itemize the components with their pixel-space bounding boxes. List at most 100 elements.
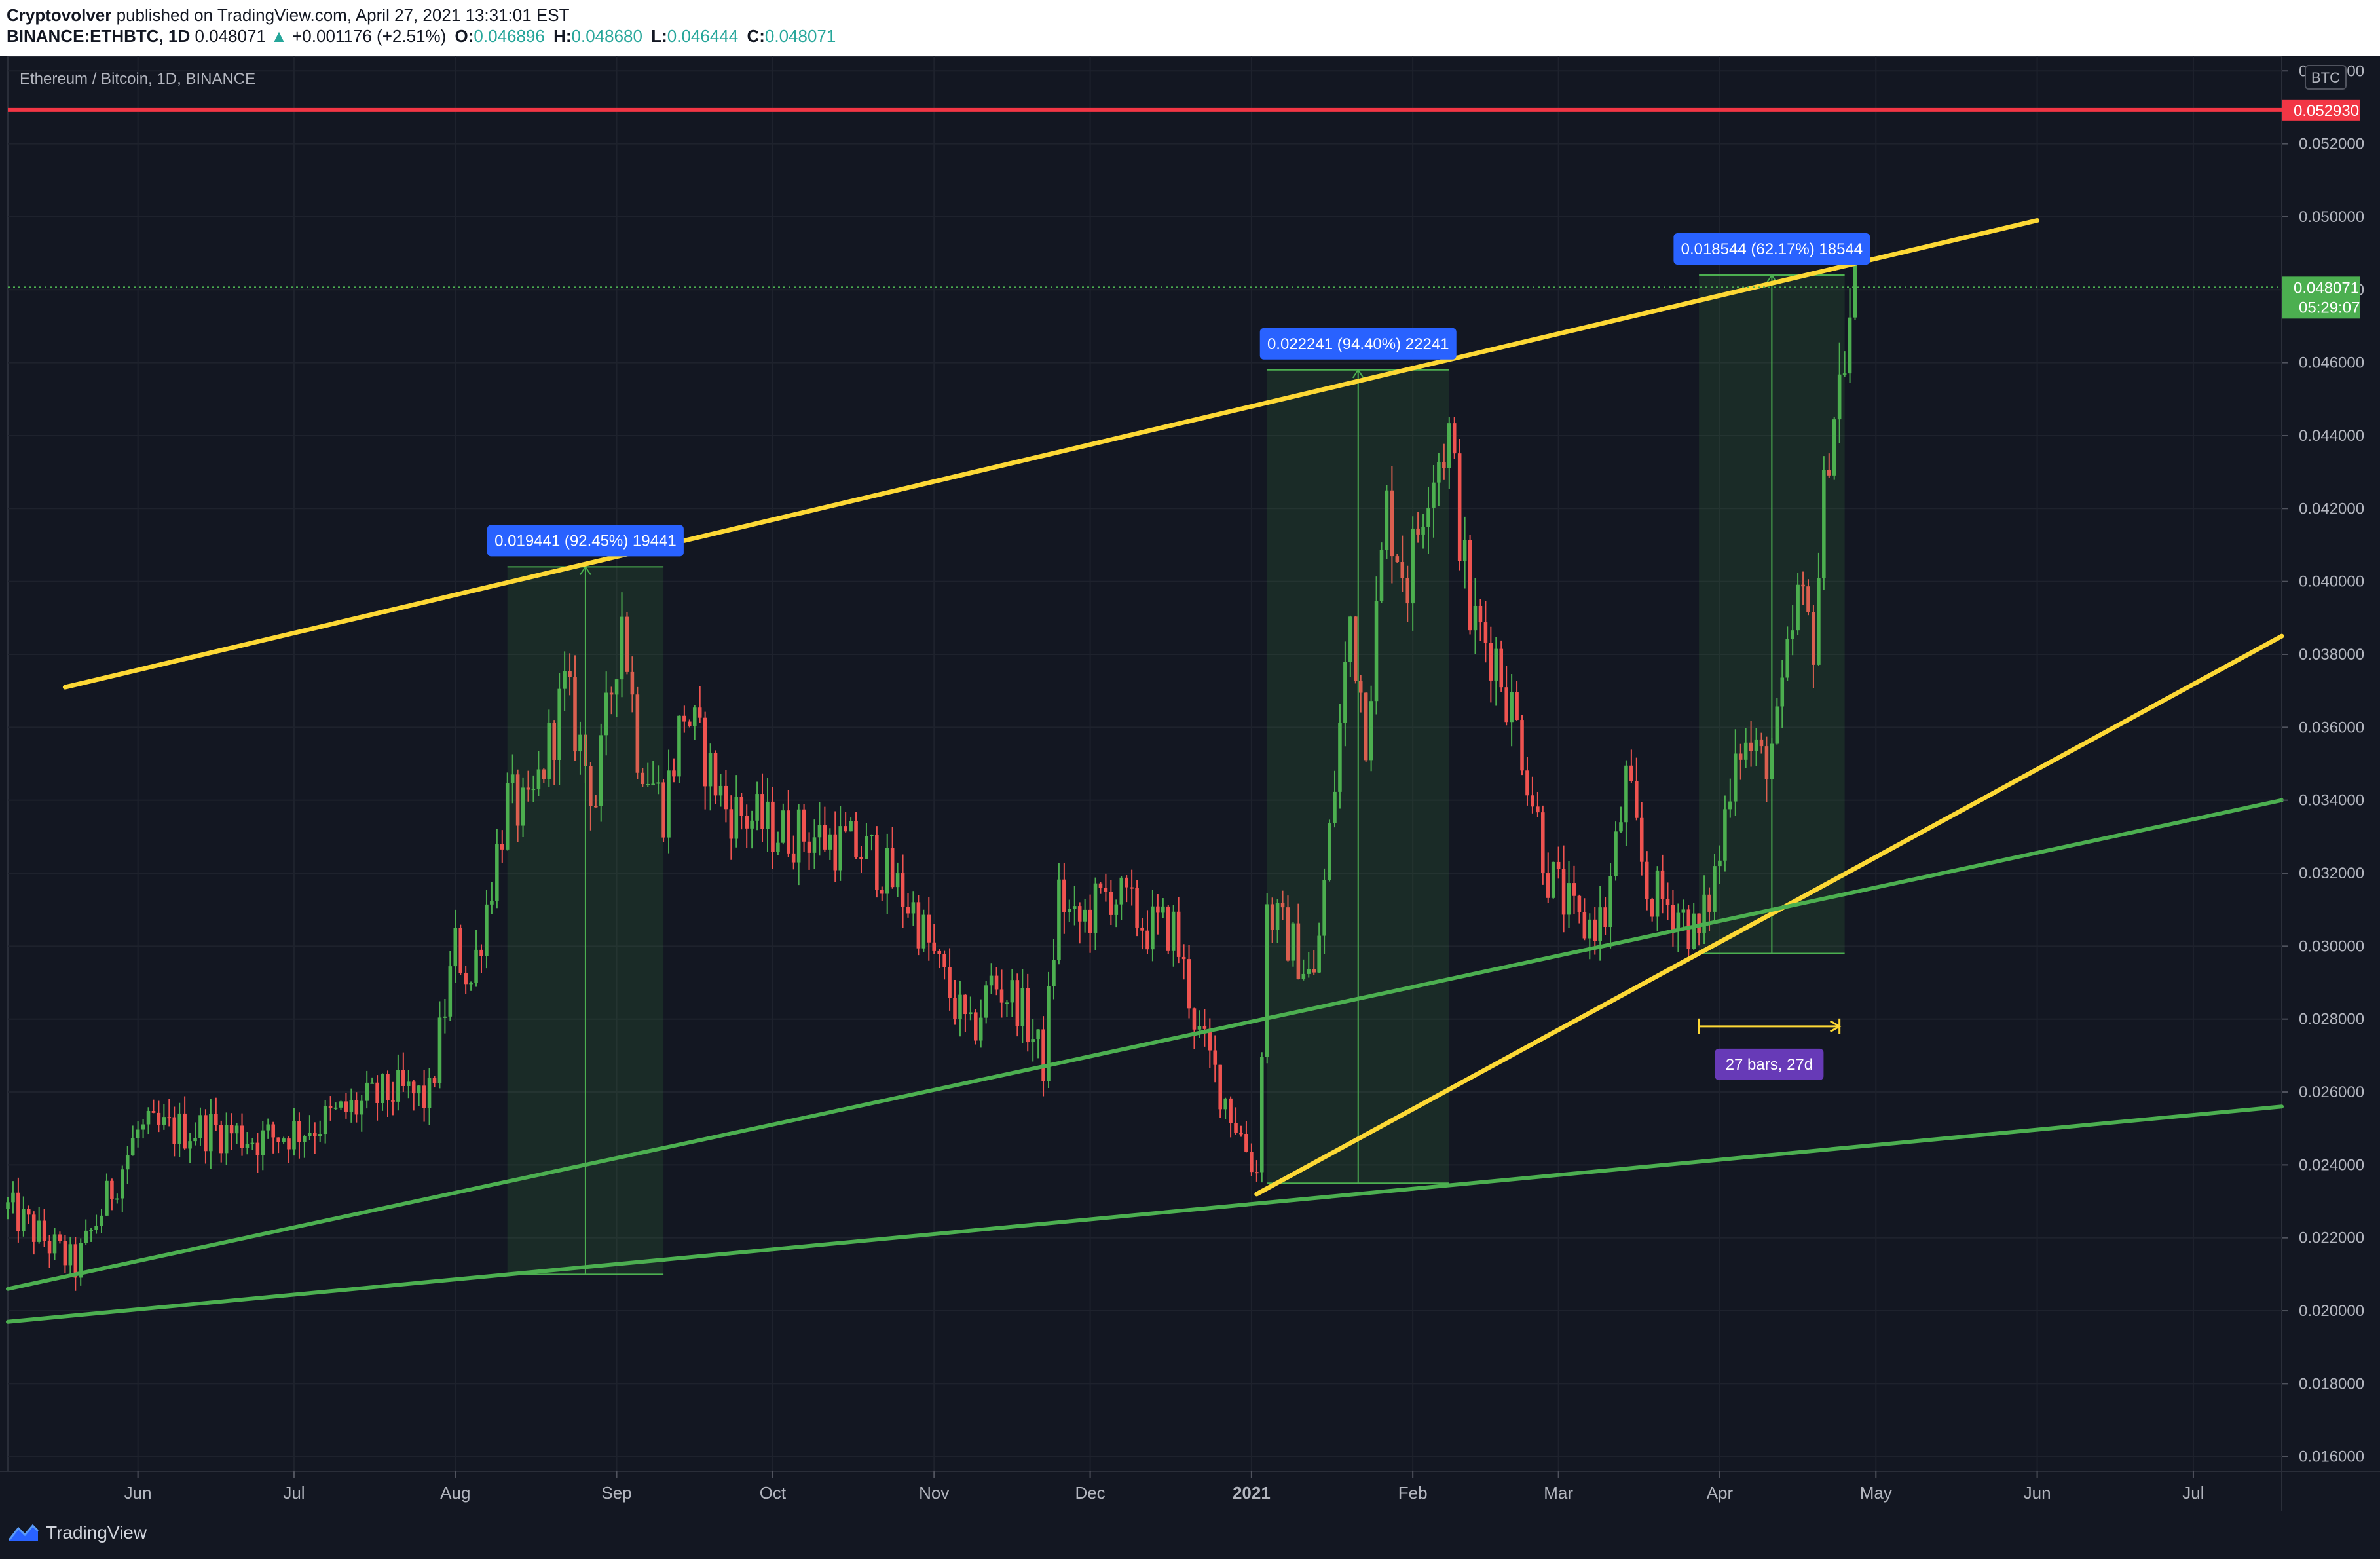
candle-body[interactable]: [625, 616, 629, 672]
candle-body[interactable]: [427, 1078, 432, 1108]
candle-body[interactable]: [1593, 919, 1597, 941]
candle-body[interactable]: [401, 1070, 405, 1086]
currency-badge[interactable]: [2305, 65, 2347, 90]
candle-body[interactable]: [297, 1121, 301, 1142]
candle-body[interactable]: [1328, 823, 1331, 880]
candle-body[interactable]: [1057, 879, 1061, 960]
candle-body[interactable]: [1338, 723, 1342, 792]
candle-body[interactable]: [781, 810, 785, 843]
candle-body[interactable]: [224, 1125, 229, 1154]
candle-body[interactable]: [42, 1220, 46, 1241]
candle-body[interactable]: [1665, 899, 1670, 905]
candle-body[interactable]: [1832, 419, 1836, 476]
candle-body[interactable]: [895, 873, 900, 888]
candle-body[interactable]: [1218, 1064, 1222, 1110]
candle-body[interactable]: [292, 1121, 296, 1150]
yellow-trendline[interactable]: [62, 218, 2040, 690]
candle-body[interactable]: [594, 806, 598, 808]
candle-body[interactable]: [1718, 860, 1722, 867]
candle-body[interactable]: [1796, 584, 1800, 631]
candle-body[interactable]: [1837, 374, 1842, 420]
candle-body[interactable]: [354, 1100, 359, 1115]
candle-body[interactable]: [1619, 822, 1623, 832]
candle-body[interactable]: [1286, 907, 1290, 961]
candle-body[interactable]: [464, 973, 468, 985]
candle-body[interactable]: [183, 1113, 187, 1149]
candle-body[interactable]: [1681, 909, 1686, 913]
candle-body[interactable]: [411, 1081, 416, 1094]
candle-body[interactable]: [885, 848, 889, 894]
candle-body[interactable]: [391, 1100, 395, 1102]
price-axis[interactable]: 0.016000 0.018000 0.020000 0.022000 0.024000…: [2282, 62, 2364, 1466]
candle-body[interactable]: [68, 1244, 73, 1266]
candle-body[interactable]: [1343, 662, 1347, 723]
candle-body[interactable]: [875, 835, 879, 890]
candle-body[interactable]: [1171, 911, 1176, 951]
candle-body[interactable]: [1151, 906, 1155, 950]
candle-body[interactable]: [1660, 870, 1665, 899]
candle-body[interactable]: [1369, 701, 1373, 761]
candle-body[interactable]: [1083, 909, 1087, 922]
candle-body[interactable]: [1385, 490, 1389, 550]
candle-body[interactable]: [6, 1202, 10, 1209]
green-trendline[interactable]: [6, 798, 2284, 1291]
candle-body[interactable]: [1353, 616, 1358, 681]
candle-body[interactable]: [1364, 692, 1368, 761]
candle-body[interactable]: [1489, 643, 1493, 681]
candle-body[interactable]: [688, 721, 692, 726]
candle-body[interactable]: [1119, 877, 1124, 905]
overlay-labels[interactable]: 0.019441 (92.45%) 19441 0.022241 (94.40%)…: [487, 233, 1870, 1080]
candle-body[interactable]: [1457, 453, 1462, 561]
candle-body[interactable]: [745, 816, 749, 829]
candle-body[interactable]: [26, 1209, 31, 1215]
candle-body[interactable]: [1259, 1057, 1264, 1173]
candle-body[interactable]: [115, 1198, 119, 1200]
candle-body[interactable]: [339, 1101, 343, 1108]
candle-body[interactable]: [266, 1124, 270, 1131]
candle-body[interactable]: [1483, 622, 1488, 644]
candle-body[interactable]: [916, 902, 921, 949]
measure-label-box[interactable]: [1259, 328, 1457, 360]
candle-body[interactable]: [1156, 906, 1160, 913]
candle-body[interactable]: [1551, 861, 1555, 898]
candle-body[interactable]: [1645, 861, 1649, 899]
candle-body[interactable]: [760, 794, 764, 829]
tradingview-logo[interactable]: TradingView: [8, 1522, 147, 1543]
candle-body[interactable]: [121, 1169, 124, 1199]
candle-body[interactable]: [1181, 956, 1186, 960]
candle-body[interactable]: [474, 949, 478, 983]
measure-label-box[interactable]: [1673, 233, 1870, 265]
candle-body[interactable]: [739, 797, 744, 816]
candle-body[interactable]: [1442, 462, 1446, 468]
candle-body[interactable]: [999, 989, 1004, 1003]
candle-body[interactable]: [1650, 899, 1654, 917]
candle-body[interactable]: [1031, 1039, 1035, 1043]
candle-body[interactable]: [1333, 791, 1337, 823]
candle-body[interactable]: [620, 616, 624, 680]
candle-body[interactable]: [796, 809, 801, 863]
candle-body[interactable]: [443, 1016, 447, 1018]
candle-body[interactable]: [1494, 648, 1498, 681]
candle-body[interactable]: [490, 901, 494, 905]
candle-body[interactable]: [1817, 578, 1821, 665]
candle-body[interactable]: [1447, 423, 1451, 468]
candle-body[interactable]: [755, 794, 759, 821]
candle-body[interactable]: [589, 766, 593, 806]
candle-body[interactable]: [1806, 586, 1810, 612]
candle-body[interactable]: [177, 1113, 181, 1144]
candle-body[interactable]: [1229, 1098, 1233, 1123]
candle-body[interactable]: [16, 1192, 20, 1231]
candle-body[interactable]: [1546, 873, 1550, 898]
candle-body[interactable]: [349, 1100, 354, 1112]
candle-body[interactable]: [515, 774, 520, 826]
candle-body[interactable]: [724, 785, 728, 810]
candle-body[interactable]: [823, 825, 827, 850]
candle-body[interactable]: [1104, 888, 1108, 892]
candle-body[interactable]: [323, 1106, 327, 1135]
candle-body[interactable]: [838, 826, 842, 871]
candle-body[interactable]: [937, 950, 941, 954]
candle-body[interactable]: [1192, 1008, 1197, 1030]
candle-body[interactable]: [1624, 765, 1628, 823]
candle-body[interactable]: [1801, 584, 1805, 587]
candle-body[interactable]: [1234, 1123, 1238, 1133]
